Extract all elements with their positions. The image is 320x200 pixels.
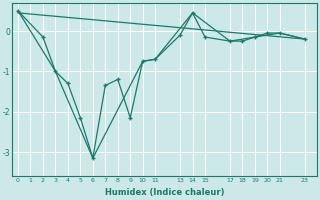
X-axis label: Humidex (Indice chaleur): Humidex (Indice chaleur) <box>105 188 224 197</box>
